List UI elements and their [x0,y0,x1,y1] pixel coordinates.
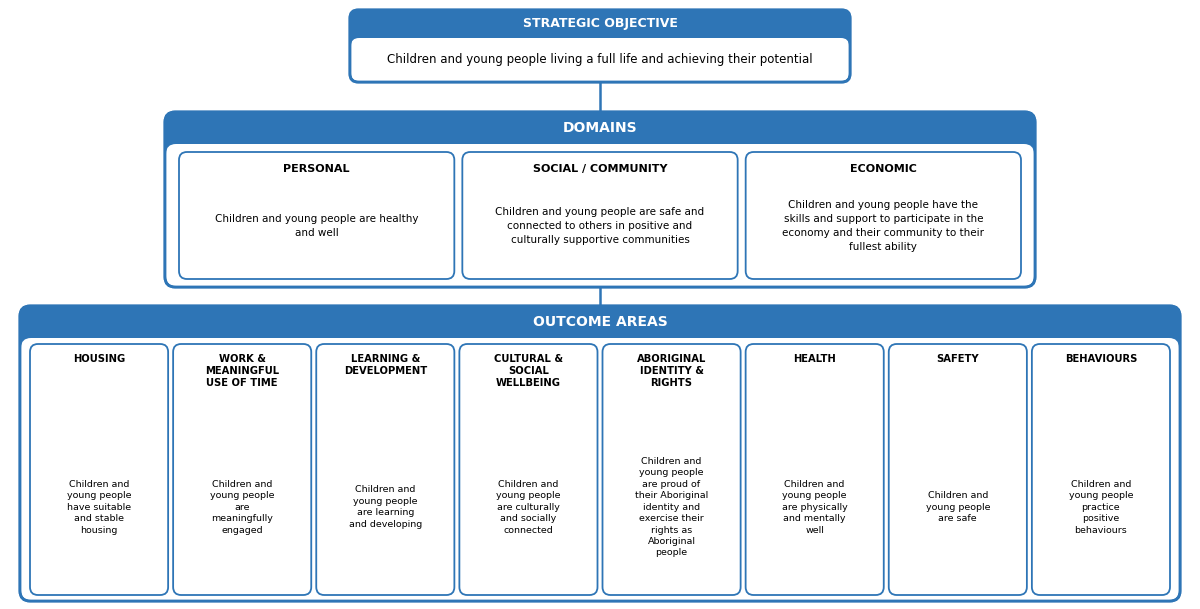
FancyBboxPatch shape [22,338,1178,600]
FancyBboxPatch shape [166,112,1034,287]
Text: Children and
young people
are
meaningfully
engaged: Children and young people are meaningful… [210,480,275,535]
Text: HOUSING: HOUSING [73,354,125,364]
Text: SOCIAL / COMMUNITY: SOCIAL / COMMUNITY [533,164,667,174]
Text: OUTCOME AREAS: OUTCOME AREAS [533,315,667,329]
FancyBboxPatch shape [889,344,1027,595]
Text: WORK &
MEANINGFUL
USE OF TIME: WORK & MEANINGFUL USE OF TIME [205,354,280,388]
Text: Children and young people are healthy
and well: Children and young people are healthy an… [215,214,419,238]
Text: Children and
young people
are safe: Children and young people are safe [925,491,990,523]
Text: BEHAVIOURS: BEHAVIOURS [1064,354,1138,364]
FancyBboxPatch shape [745,152,1021,279]
Text: STRATEGIC OBJECTIVE: STRATEGIC OBJECTIVE [522,18,678,30]
FancyBboxPatch shape [20,306,1180,601]
Text: CULTURAL &
SOCIAL
WELLBEING: CULTURAL & SOCIAL WELLBEING [494,354,563,388]
FancyBboxPatch shape [462,152,738,279]
FancyBboxPatch shape [166,144,1034,286]
Text: Children and
young people
are proud of
their Aboriginal
identity and
exercise th: Children and young people are proud of t… [635,457,708,557]
FancyBboxPatch shape [350,10,850,82]
Text: DOMAINS: DOMAINS [563,121,637,135]
FancyBboxPatch shape [460,344,598,595]
Text: Children and young people living a full life and achieving their potential: Children and young people living a full … [388,54,812,66]
FancyBboxPatch shape [179,152,455,279]
Text: HEALTH: HEALTH [793,354,836,364]
FancyBboxPatch shape [317,344,455,595]
Text: Children and
young people
are learning
and developing: Children and young people are learning a… [349,485,422,529]
Text: Children and
young people
are culturally
and socially
connected: Children and young people are culturally… [496,480,560,535]
FancyBboxPatch shape [350,10,850,82]
Text: LEARNING &
DEVELOPMENT: LEARNING & DEVELOPMENT [343,354,427,376]
Text: Children and
young people
have suitable
and stable
housing: Children and young people have suitable … [67,480,131,535]
Text: PERSONAL: PERSONAL [283,164,350,174]
FancyBboxPatch shape [1032,344,1170,595]
Text: ECONOMIC: ECONOMIC [850,164,917,174]
Text: ABORIGINAL
IDENTITY &
RIGHTS: ABORIGINAL IDENTITY & RIGHTS [637,354,707,388]
FancyBboxPatch shape [173,344,311,595]
Text: SAFETY: SAFETY [936,354,979,364]
Text: Children and
young people
practice
positive
behaviours: Children and young people practice posit… [1069,480,1133,535]
FancyBboxPatch shape [745,344,883,595]
FancyBboxPatch shape [602,344,740,595]
FancyBboxPatch shape [30,344,168,595]
Text: Children and young people have the
skills and support to participate in the
econ: Children and young people have the skill… [782,200,984,252]
Text: Children and
young people
are physically
and mentally
well: Children and young people are physically… [782,480,847,535]
Text: Children and young people are safe and
connected to others in positive and
cultu: Children and young people are safe and c… [496,206,704,245]
FancyBboxPatch shape [352,38,850,81]
